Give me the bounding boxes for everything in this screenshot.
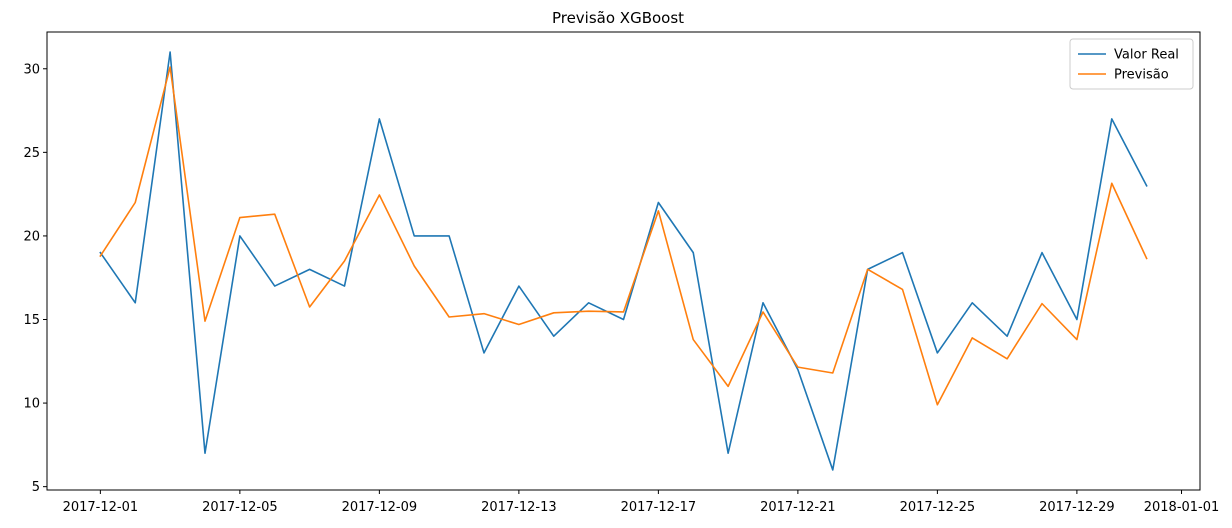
x-tick-label: 2017-12-17	[621, 500, 697, 515]
series-line-0	[99, 51, 1148, 471]
y-tick-label: 5	[32, 480, 40, 495]
x-tick-label: 2017-12-01	[63, 500, 139, 515]
x-tick-label: 2017-12-13	[481, 500, 557, 515]
legend-label-0: Valor Real	[1114, 48, 1179, 63]
x-tick-label: 2017-12-09	[342, 500, 418, 515]
x-tick-label: 2018-01-01	[1144, 500, 1220, 515]
legend: Valor Real Previsão	[1069, 38, 1194, 90]
x-tick-label: 2017-12-05	[202, 500, 278, 515]
y-tick-label: 10	[23, 397, 40, 412]
legend-box	[1069, 38, 1194, 90]
axes-frame	[46, 31, 1201, 491]
y-axis: 5 10 15 20 25 30	[23, 62, 47, 495]
legend-label-1: Previsão	[1114, 68, 1169, 83]
x-tick-label: 2017-12-21	[760, 500, 836, 515]
chart-title: Previsão XGBoost	[552, 9, 684, 27]
series-line-1	[99, 66, 1148, 406]
y-tick-label: 25	[23, 146, 40, 161]
x-tick-label: 2017-12-29	[1039, 500, 1115, 515]
x-tick-label: 2017-12-25	[900, 500, 976, 515]
y-tick-label: 15	[23, 313, 40, 328]
y-tick-label: 20	[23, 229, 40, 244]
x-axis: 2017-12-01 2017-12-05 2017-12-09 2017-12-13…	[63, 490, 1220, 515]
y-tick-label: 30	[23, 62, 40, 77]
plot-area	[99, 51, 1148, 471]
